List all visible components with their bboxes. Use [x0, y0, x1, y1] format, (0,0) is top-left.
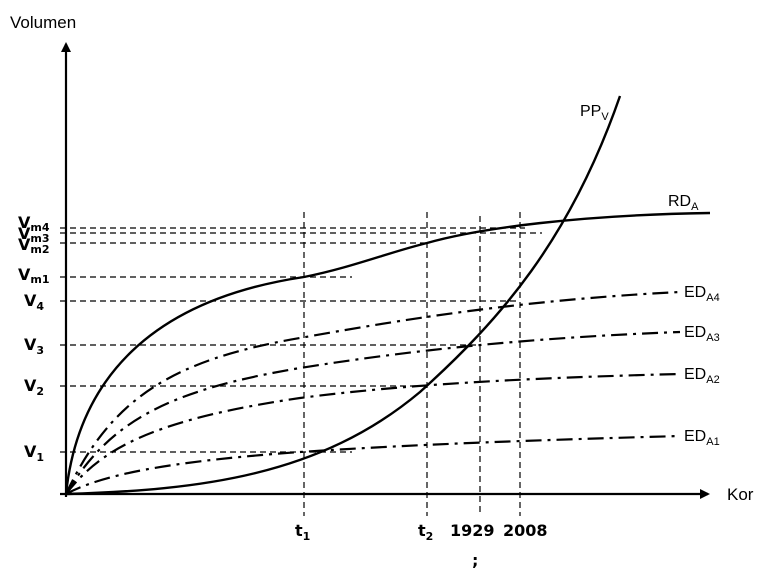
label-ed-a2: EDA2 [684, 366, 720, 386]
x-label-1929: 1929 [450, 521, 495, 540]
y-label-vm3: Vm3 [18, 224, 50, 245]
y-label-vm4: Vm4 [18, 213, 50, 234]
curve-ed-a3 [65, 330, 681, 495]
footer-mark: ; [472, 551, 478, 570]
curve-pp-v [65, 95, 622, 496]
x-labels: t1 t2 1929 2008 [295, 521, 548, 543]
curve-rd-a [64, 211, 711, 495]
curve-labels: PPV RDA EDA4 EDA3 EDA2 EDA1 [580, 103, 720, 448]
label-pp-v: PPV [580, 103, 609, 123]
curve-ed-a4 [65, 290, 681, 495]
label-ed-a1: EDA1 [684, 428, 720, 448]
x-label-2008: 2008 [503, 521, 548, 540]
horizontal-guides [60, 227, 542, 453]
curve-ed-a1 [65, 434, 681, 495]
y-label-vm2: Vm2 [18, 235, 50, 256]
curve-ed-a2 [65, 372, 681, 495]
y-label-v1: V1 [24, 442, 44, 464]
y-label-v2: V2 [24, 376, 44, 398]
label-ed-a3: EDA3 [684, 324, 720, 344]
y-labels: Vm4 Vm3 Vm2 Vm1 V4 V3 V2 V1 [18, 213, 50, 464]
x-label-t2: t2 [418, 521, 433, 543]
label-rd-a: RDA [668, 193, 699, 213]
label-ed-a4: EDA4 [684, 284, 720, 304]
x-axis-title: Kor [727, 485, 754, 504]
y-label-vm1: Vm1 [18, 265, 50, 286]
vertical-guides [303, 212, 521, 516]
solid-curves [64, 95, 711, 496]
y-axis-title: Volumen [10, 13, 76, 32]
y-label-v3: V3 [24, 335, 44, 357]
ed-curves [65, 290, 681, 495]
x-label-t1: t1 [295, 521, 310, 543]
y-label-v4: V4 [24, 291, 44, 313]
